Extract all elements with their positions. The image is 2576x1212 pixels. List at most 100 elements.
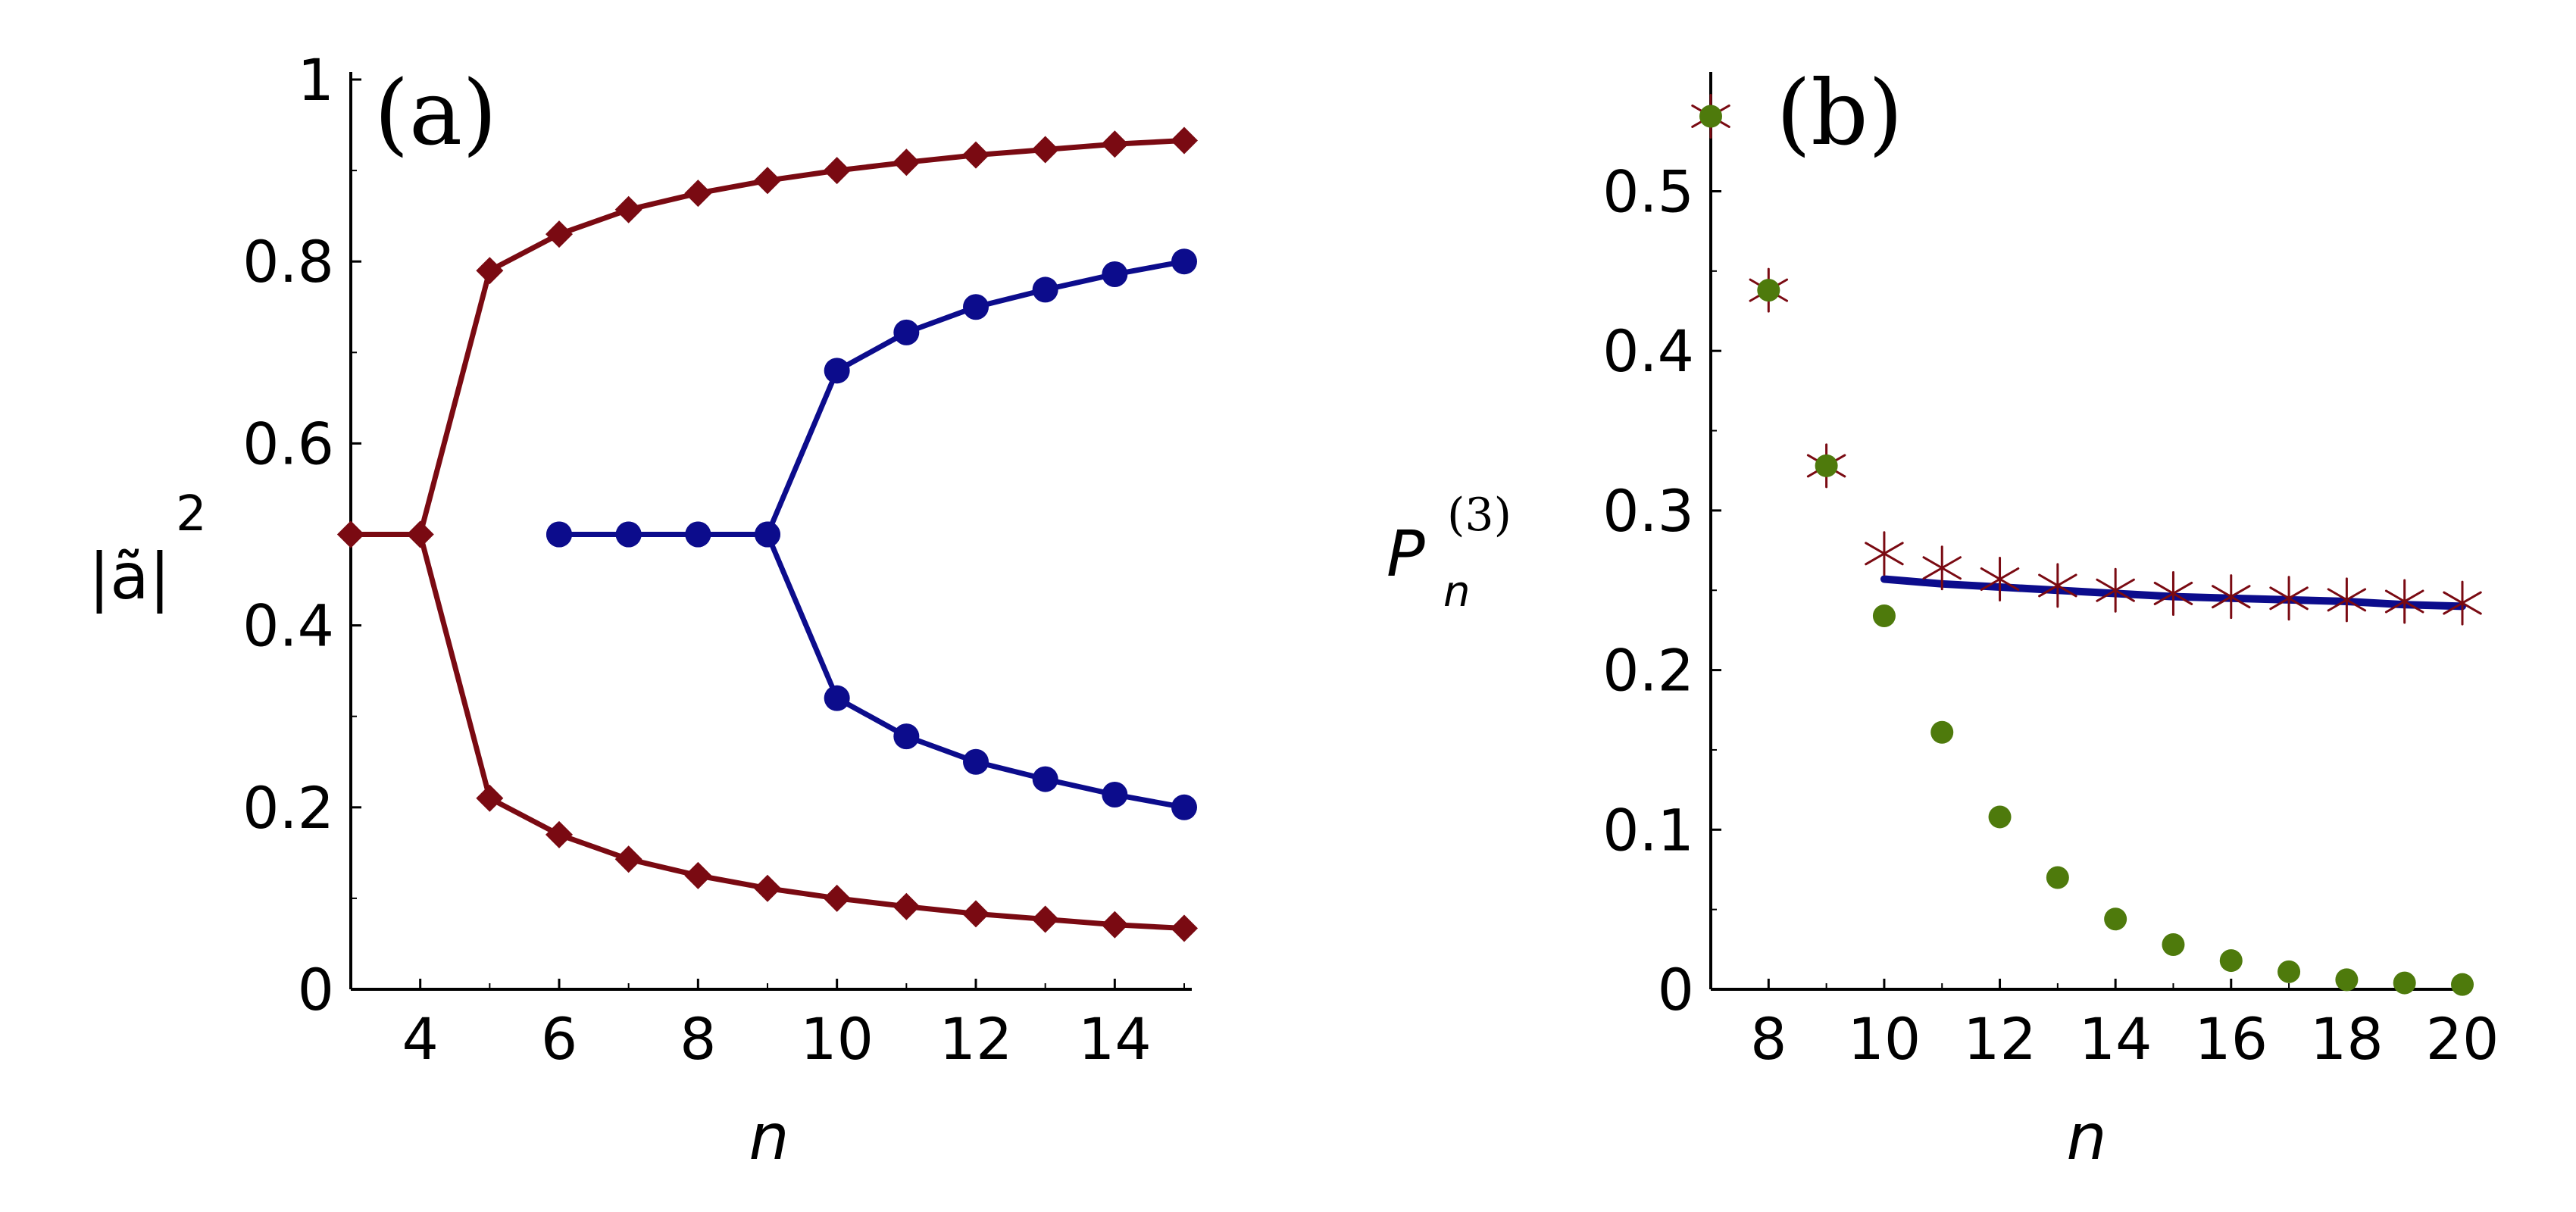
panel-b-y-tick-label: 0 (1658, 956, 1694, 1023)
panel-a-series-3-point (1171, 794, 1197, 820)
panel-a-label: (a) (374, 61, 497, 165)
panel-a-series-0-point (1171, 127, 1198, 155)
panel-b-y-axis-title-base: P (1386, 517, 1425, 591)
panel-b-series-0-point (2269, 576, 2309, 621)
panel-a-series-1-point (823, 884, 851, 912)
panel-b-y-axis-title-sub: n (1443, 567, 1471, 617)
panel-a-x-tick-label: 4 (402, 1005, 438, 1073)
panel-a-series-3-point (755, 521, 780, 548)
panel-a-series-3-point (893, 723, 920, 750)
panel-a-x-tick-label: 8 (680, 1005, 716, 1073)
panel-b-x-tick-label: 18 (2310, 1005, 2384, 1073)
panel-b-series-0-point (2443, 580, 2482, 626)
panel-a-series-1-point (893, 892, 921, 920)
panel-b-y-axis-title: P n (3) (1386, 489, 1512, 617)
panel-a-series-3-point (824, 685, 850, 711)
panel-a-x-tick-label: 10 (800, 1005, 874, 1073)
panel-b-series-0-point (1922, 545, 1962, 591)
panel-b-series-1-point (2219, 949, 2243, 973)
panel-a-y-tick-label: 0.6 (242, 410, 334, 477)
panel-a-series-1-point (1031, 905, 1059, 933)
panel-a-y-tick-label: 0.4 (242, 592, 334, 660)
panel-a-series-2-point (963, 294, 989, 320)
panel-b-x-tick-label: 10 (1848, 1005, 1921, 1073)
panel-b-ticks: 0 0.1 0.2 0.3 0.4 0.5 8 10 12 14 16 18 20 (1602, 158, 2499, 1073)
panel-a-series-0-point (823, 157, 851, 185)
panel-a-series-2-line (556, 258, 1187, 537)
panel-b-x-tick-label: 16 (2194, 1005, 2268, 1073)
panel-a-series-2-point (893, 319, 920, 345)
panel-b-series-1-point (2162, 933, 2185, 957)
panel-a-series-0-point (476, 257, 504, 285)
panel-b-y-tick-label: 0.5 (1602, 158, 1694, 225)
panel-a-x-tick-label: 12 (939, 1005, 1013, 1073)
panel-b-series-0-point (2327, 577, 2367, 623)
panel-a-series-1-point (337, 520, 364, 548)
panel-a-y-axis-title-exponent: 2 (176, 486, 207, 542)
panel-a-series-3-point (963, 748, 989, 775)
panel-a-series-0-point (754, 167, 781, 195)
panel-b-label: (b) (1776, 61, 1903, 165)
panel-b-series-1-point (2046, 866, 2069, 889)
panel-b-x-tick-label: 14 (2079, 1005, 2152, 1073)
panel-a-series-3-point (1102, 781, 1128, 807)
panel-a-series-3-point (546, 521, 572, 548)
panel-a-series-1-point (754, 874, 781, 902)
panel-b-series-0-point (2038, 563, 2077, 608)
panel-a-series-2-point (1032, 276, 1058, 303)
panel-a-y-axis-title-base: |ã| (89, 539, 170, 614)
panel-b-y-tick-label: 0.1 (1602, 796, 1694, 864)
panel-a-series-1-point (962, 900, 989, 928)
panel-a-series-0-point (962, 141, 989, 169)
panel-b-series-0-point (1980, 556, 2020, 601)
panel-a-series-3-point (685, 521, 711, 548)
panel-a-series-2-point (1102, 261, 1128, 288)
panel-a-y-tick-label: 1 (298, 46, 334, 114)
panel-a-ticks: 00.20.40.60.814 6 8 10 12 14 (242, 46, 1185, 1073)
panel-a-series-1-point (476, 784, 504, 812)
panel-a-series (337, 127, 1198, 942)
panel-a-series-1-point (406, 520, 434, 548)
panel-b-y-tick-label: 0.3 (1602, 477, 1694, 545)
panel-a-series-1-point (1171, 914, 1198, 942)
panel-b-y-tick-label: 0.4 (1602, 317, 1694, 385)
panel-b-chart: 0 0.1 0.2 0.3 0.4 0.5 8 10 12 14 16 18 20 (b) n P n … (1386, 61, 2499, 1174)
panel-a-chart: 00.20.40.60.814 6 8 10 12 14 (a) n |ã| 2 (89, 46, 1198, 1174)
panel-a-series-0-point (614, 195, 642, 223)
panel-a-series-1-point (614, 845, 642, 873)
panel-a-series-0-line (348, 137, 1187, 537)
panel-b-series-1-point (2451, 973, 2474, 996)
panel-a-series-0-point (684, 180, 712, 208)
panel-b-series-0-point (2153, 570, 2193, 616)
panel-a-y-tick-label: 0.2 (242, 774, 334, 842)
panel-a-series-0-point (893, 148, 921, 176)
panel-a-series-0-point (1031, 136, 1059, 164)
panel-a-series-1-point (546, 820, 573, 848)
panel-b-series-1-point (2277, 960, 2301, 983)
panel-b-series-1-point (1930, 720, 1954, 744)
panel-b-series-1-point (1988, 805, 2012, 829)
panel-a-series-2-point (824, 358, 850, 384)
panel-b-series-1-point (2104, 907, 2127, 931)
panel-a-y-tick-label: 0 (298, 956, 334, 1023)
panel-b-series-1-point (2335, 968, 2359, 992)
panel-a-series-3-point (1032, 766, 1058, 792)
panel-b-x-tick-label: 20 (2426, 1005, 2499, 1073)
panel-b-x-tick-label: 12 (1963, 1005, 2037, 1073)
panel-a-y-tick-label: 0.8 (242, 228, 334, 295)
panel-b-x-tick-label: 8 (1750, 1005, 1787, 1073)
panel-b-series (1691, 93, 2482, 996)
panel-b-x-axis-title: n (2066, 1100, 2106, 1174)
panel-b-series-0-point (1865, 531, 1904, 576)
panel-a-series-3-point (615, 521, 642, 548)
panel-b-y-tick-label: 0.2 (1602, 637, 1694, 704)
panel-a-series-1-line (348, 532, 1187, 932)
panel-b-y-axis-title-sup: (3) (1447, 489, 1512, 542)
panel-a-x-axis-title: n (749, 1100, 789, 1174)
panel-a-series-1-point (684, 861, 712, 889)
panel-a-x-tick-label: 6 (541, 1005, 577, 1073)
panel-a-series-0-point (1101, 130, 1129, 158)
panel-a-series-2-point (1171, 248, 1197, 275)
panel-a-series-3-line (556, 532, 1187, 811)
